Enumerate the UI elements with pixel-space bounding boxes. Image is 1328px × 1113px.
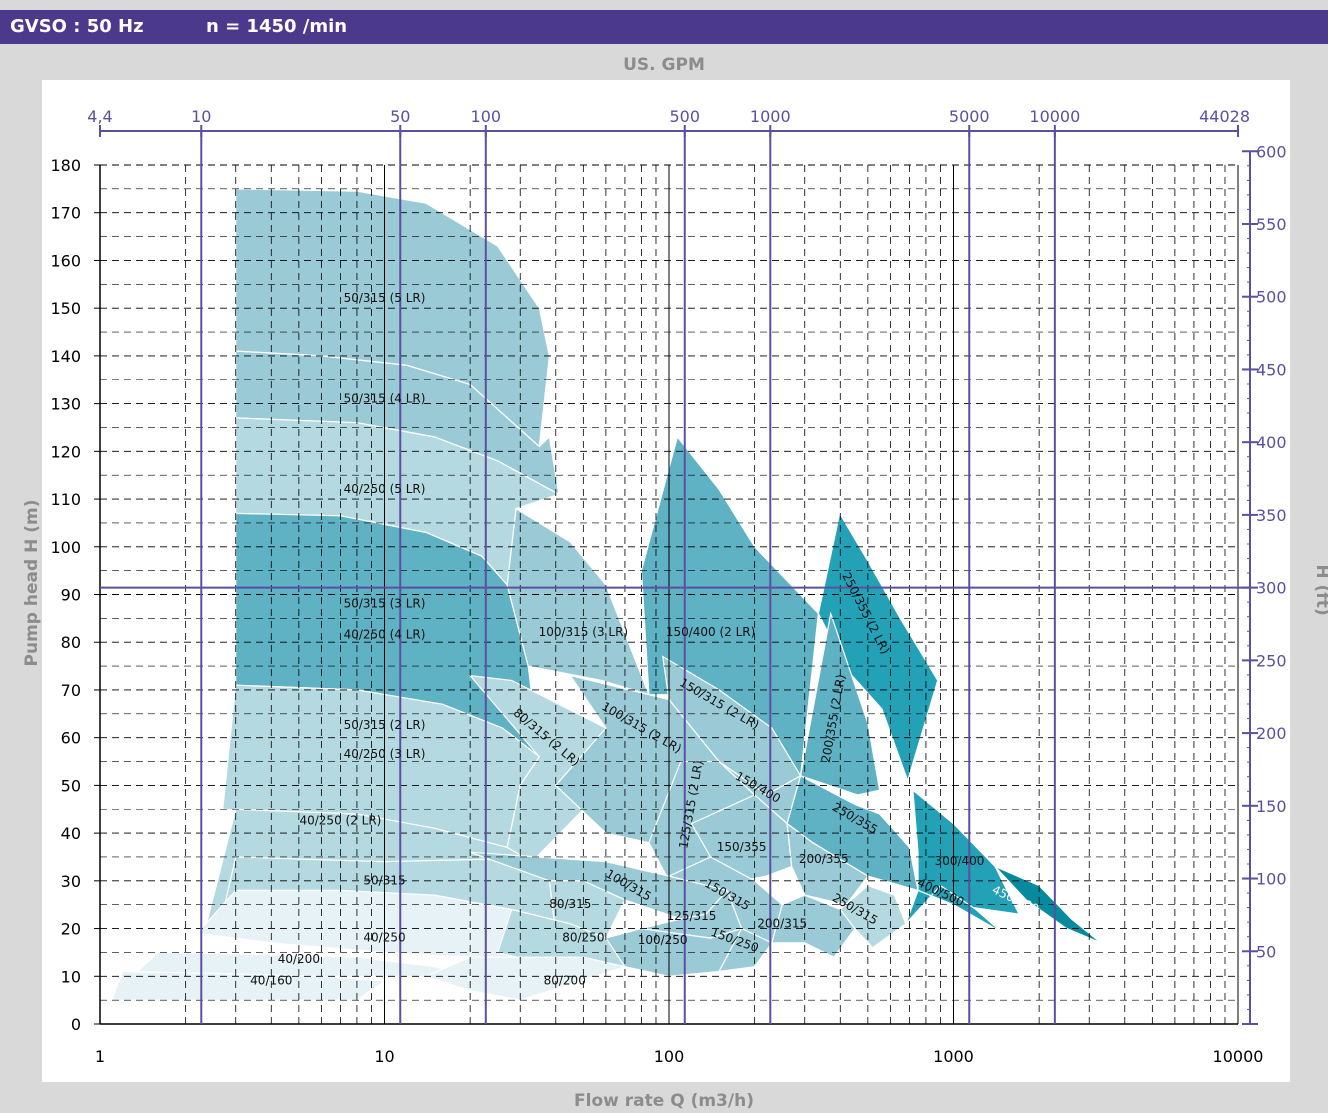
axes-layer: 0102030405060708090100110120130140150160… [50,107,1286,1066]
y-tick-label: 150 [50,299,81,318]
zone-label: 40/250 (3 LR) [344,747,426,761]
zone-80-200 [424,956,628,1001]
y-tick-label: 170 [50,204,81,223]
zone-label: 40/160 [250,974,292,988]
y-tick-label: 60 [61,729,81,748]
ft-tick-label: 400 [1256,433,1287,452]
ft-tick-label: 450 [1256,360,1287,379]
ft-tick-label: 300 [1256,579,1287,598]
ft-tick-label: 200 [1256,724,1287,743]
y-tick-label: 130 [50,395,81,414]
us-gpm-tick-label: 500 [669,107,700,126]
x-tick-label: 1000 [933,1047,974,1066]
us-gpm-tick-label: 100 [471,107,502,126]
x-tick-label: 10 [374,1047,394,1066]
ft-tick-label: 50 [1256,942,1276,961]
y-tick-label: 80 [61,633,81,652]
y-tick-label: 50 [61,776,81,795]
zone-label: 40/250 [363,931,405,945]
zone-label: 80/315 [549,897,591,911]
ft-tick-label: 250 [1256,651,1287,670]
y-tick-label: 30 [61,872,81,891]
ft-tick-label: 100 [1256,870,1287,889]
y-tick-label: 140 [50,347,81,366]
y-tick-label: 70 [61,681,81,700]
zone-label: 50/315 (3 LR) [344,597,426,611]
zone-400-500 [905,884,1020,949]
zone-300-400 [912,788,1021,915]
y-tick-label: 0 [71,1015,81,1034]
us-gpm-tick-label: 44028 [1199,107,1250,126]
y-tick-label: 110 [50,490,81,509]
y-tick-label: 180 [50,156,81,175]
speed-label: n = 1450 /min [206,16,348,37]
zone-80-315-2-lr- [468,674,626,863]
zone-100-250 [604,927,743,977]
zone-label: 40/200 [278,952,320,966]
us-gpm-tick-label: 10000 [1029,107,1080,126]
y-tick-label: 120 [50,442,81,461]
zone-label: 125/315 [667,909,717,923]
y-tick-label: 20 [61,920,81,939]
zone-label: 200/315 [757,916,807,930]
zone-label: 40/250 (5 LR) [344,482,426,496]
ft-tick-label: 550 [1256,215,1287,234]
zone-label: 80/250 [562,931,604,945]
y-tick-label: 40 [61,824,81,843]
chart-header: GVSO : 50 Hz n = 1450 /min [0,10,1328,44]
ft-tick-label: 150 [1256,797,1287,816]
zone-label: 40/250 (2 LR) [299,814,381,828]
zone-label: 100/315 (3 LR) [539,625,629,639]
ft-tick-label: 600 [1256,142,1287,161]
zones-layer [110,188,1102,1001]
us-gpm-tick-label: 5000 [949,107,990,126]
y-tick-label: 160 [50,251,81,270]
zone-label: 50/315 (2 LR) [344,718,426,732]
zone-label: 80/200 [544,974,586,988]
y2-axis-title: H (ft) [1312,564,1328,615]
x-tick-label: 1 [95,1047,105,1066]
y-tick-label: 10 [61,967,81,986]
us-gpm-tick-label: 1000 [750,107,791,126]
y-tick-label: 100 [50,538,81,557]
ft-tick-label: 500 [1256,288,1287,307]
zone-label: 300/400 [935,854,985,868]
us-gpm-tick-label: 10 [191,107,211,126]
x-tick-label: 10000 [1213,1047,1264,1066]
zone-label: 40/250 (4 LR) [344,628,426,642]
model-label: GVSO : 50 Hz [10,16,144,37]
zone-200-355-2-lr- [799,611,881,796]
us-gpm-tick-label: 50 [390,107,410,126]
zone-label: 150/355 [717,840,767,854]
zone-label: 150/400 (2 LR) [666,625,756,639]
zone-label: 100/250 [638,933,688,947]
x-axis-title: Flow rate Q (m3/h) [574,1091,754,1111]
us-gpm-tick-label: 4,4 [87,107,112,126]
zone-label: 50/315 (5 LR) [344,291,426,305]
us-gpm-axis-title: US. GPM [623,55,705,75]
x-tick-label: 100 [654,1047,685,1066]
zone-label: 50/315 (4 LR) [344,391,426,405]
zone-label: 50/315 [363,873,405,887]
zone-label: 200/355 [799,852,849,866]
zone-150-250 [718,927,773,973]
y-tick-label: 90 [61,586,81,605]
y-axis-title: Pump head H (m) [22,500,42,667]
ft-tick-label: 350 [1256,506,1287,525]
